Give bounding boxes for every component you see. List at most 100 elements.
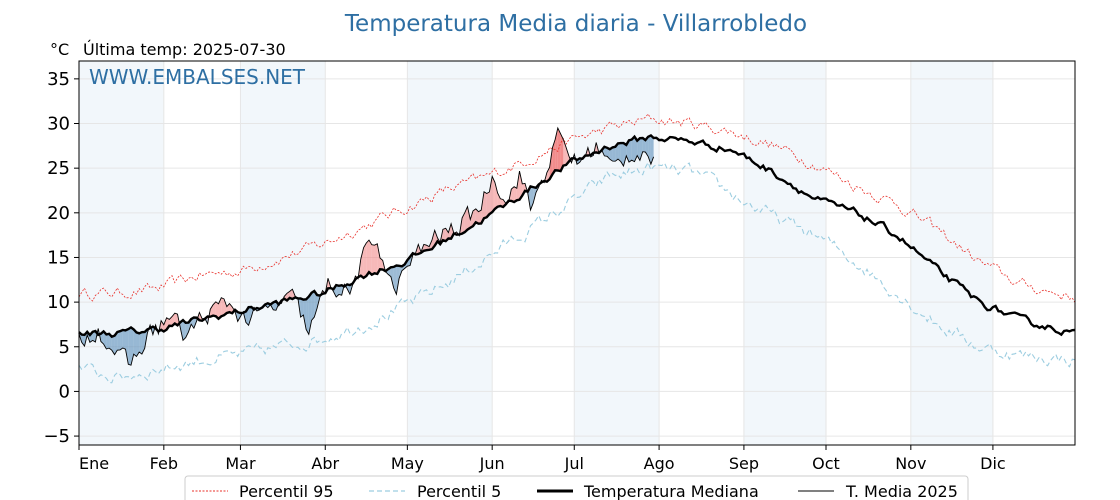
y-tick-label--5: −5 bbox=[43, 426, 70, 447]
last-temp-label: Última temp: 2025-07-30 bbox=[83, 40, 286, 59]
month-bands bbox=[79, 61, 993, 445]
legend-box bbox=[184, 475, 969, 500]
anomaly-fill-day-141 bbox=[462, 212, 465, 234]
anomaly-fill-day-162 bbox=[519, 171, 523, 200]
x-tick-label-nov: Nov bbox=[895, 454, 926, 473]
anomaly-fill-day-11 bbox=[106, 333, 110, 349]
legend-label-median: Temperatura Mediana bbox=[583, 482, 759, 500]
anomaly-fill-day-85 bbox=[308, 292, 312, 335]
anomaly-fill-day-111 bbox=[379, 258, 383, 270]
anomaly-fill-day-109 bbox=[374, 243, 378, 274]
anomaly-fill-day-63 bbox=[248, 307, 252, 326]
anomaly-fill-day-206 bbox=[639, 138, 643, 161]
legend: Percentil 95 Percentil 5 Temperatura Med… bbox=[184, 475, 969, 500]
anomaly-fill-day-198 bbox=[618, 143, 621, 162]
anomaly-fill-day-174 bbox=[552, 139, 556, 175]
watermark: WWW.EMBALSES.NET bbox=[89, 65, 306, 89]
anomaly-fill-day-72 bbox=[273, 301, 277, 311]
anomaly-fill-day-49 bbox=[210, 304, 214, 317]
anomaly-fill-day-17 bbox=[122, 329, 126, 350]
x-tick-label-mar: Mar bbox=[225, 454, 256, 473]
anomaly-fill-day-106 bbox=[366, 240, 370, 276]
anomaly-fill-day-104 bbox=[360, 247, 364, 278]
y-tick-label-35: 35 bbox=[47, 69, 70, 90]
x-tick-label-may: May bbox=[391, 454, 424, 473]
anomaly-fill-day-155 bbox=[500, 198, 504, 208]
anomaly-fill-day-105 bbox=[363, 242, 367, 278]
x-tick-label-abr: Abr bbox=[311, 454, 339, 473]
anomaly-fill-day-40 bbox=[185, 322, 189, 338]
anomaly-fill-day-199 bbox=[620, 143, 624, 166]
series-line-percentil-5 bbox=[78, 161, 1076, 384]
anomaly-fill-day-24 bbox=[141, 332, 145, 355]
month-band-mar bbox=[240, 61, 326, 445]
anomaly-fill-day-53 bbox=[221, 297, 225, 317]
month-band-ene bbox=[79, 61, 164, 445]
y-tick-label-25: 25 bbox=[47, 158, 70, 179]
anomaly-fill-day-161 bbox=[516, 171, 520, 201]
x-axis: Ene Feb Mar Abr May Jun Jul Ago Sep Oct Nov Dic bbox=[78, 445, 1006, 473]
anomaly-fill-day-107 bbox=[369, 240, 372, 275]
legend-label-2025: T. Media 2025 bbox=[845, 482, 958, 500]
y-tick-label-10: 10 bbox=[47, 292, 70, 313]
anomaly-fill-day-12 bbox=[109, 333, 112, 351]
legend-label-p95: Percentil 95 bbox=[239, 482, 334, 500]
anomaly-fill-day-117 bbox=[396, 265, 400, 295]
anomaly-fill-day-83 bbox=[303, 299, 307, 330]
anomaly-fill-day-95 bbox=[336, 285, 339, 298]
anomaly-fill-day-23 bbox=[139, 332, 142, 355]
anomaly-fill-day-21 bbox=[133, 329, 137, 357]
series-line-temperatura-mediana bbox=[78, 133, 1076, 339]
x-tick-label-dic: Dic bbox=[980, 454, 1006, 473]
anomaly-fill-day-86 bbox=[311, 291, 315, 321]
month-band-nov bbox=[910, 61, 993, 445]
anomaly-fill-day-39 bbox=[182, 320, 186, 341]
anomaly-fill-day-208 bbox=[645, 136, 649, 157]
anomaly-fills bbox=[79, 128, 654, 366]
anomaly-fill-day-209 bbox=[648, 135, 651, 165]
anomaly-fill-day-54 bbox=[224, 298, 227, 316]
anomaly-fill-day-152 bbox=[492, 176, 495, 213]
anomaly-fill-day-142 bbox=[464, 206, 468, 233]
anomaly-fill-day-147 bbox=[478, 210, 482, 224]
anomaly-fill-day-108 bbox=[371, 244, 375, 275]
anomaly-fill-day-134 bbox=[442, 228, 446, 242]
anomaly-fill-day-13 bbox=[111, 335, 115, 355]
anomaly-fill-day-84 bbox=[306, 296, 309, 335]
anomaly-fill-day-210 bbox=[650, 135, 654, 165]
anomaly-fill-day-143 bbox=[467, 206, 471, 230]
y-axis: −5 0 5 10 15 20 25 30 35 bbox=[43, 69, 79, 447]
anomaly-fill-day-110 bbox=[377, 243, 380, 274]
series-line-t-media-2025 bbox=[78, 126, 655, 366]
anomaly-fill-day-194 bbox=[607, 147, 610, 160]
anomaly-fill-day-87 bbox=[314, 291, 318, 318]
y-tick-label-20: 20 bbox=[47, 203, 70, 224]
anomaly-fill-day-196 bbox=[612, 146, 616, 162]
anomaly-fill-day-146 bbox=[475, 208, 479, 224]
anomaly-fill-day-16 bbox=[120, 329, 123, 350]
y-tick-label-5: 5 bbox=[59, 337, 70, 358]
anomaly-fill-day-136 bbox=[448, 223, 452, 239]
x-tick-label-ene: Ene bbox=[79, 454, 109, 473]
series-lines bbox=[78, 113, 1076, 384]
anomaly-fill-day-200 bbox=[623, 143, 627, 166]
anomaly-fill-day-56 bbox=[229, 303, 233, 314]
y-tick-label-30: 30 bbox=[47, 114, 70, 135]
anomaly-fill-day-149 bbox=[483, 191, 487, 219]
anomaly-fill-day-15 bbox=[117, 331, 121, 351]
anomaly-fill-day-179 bbox=[566, 147, 569, 165]
month-band-sep bbox=[743, 61, 826, 445]
anomaly-fill-day-50 bbox=[213, 301, 216, 317]
x-tick-label-jun: Jun bbox=[479, 454, 505, 473]
anomaly-fill-day-151 bbox=[489, 176, 493, 215]
anomaly-fill-day-207 bbox=[642, 138, 646, 153]
anomaly-fill-day-51 bbox=[215, 301, 219, 319]
anomaly-fill-day-130 bbox=[431, 230, 435, 250]
y-unit-label: °C bbox=[50, 40, 69, 59]
plot-frame bbox=[78, 60, 1076, 446]
anomaly-fill-day-148 bbox=[481, 191, 484, 224]
x-tick-label-oct: Oct bbox=[812, 454, 840, 473]
legend-label-p5: Percentil 5 bbox=[417, 482, 501, 500]
y-tick-label-0: 0 bbox=[59, 381, 70, 402]
anomaly-fill-day-18 bbox=[125, 329, 129, 365]
